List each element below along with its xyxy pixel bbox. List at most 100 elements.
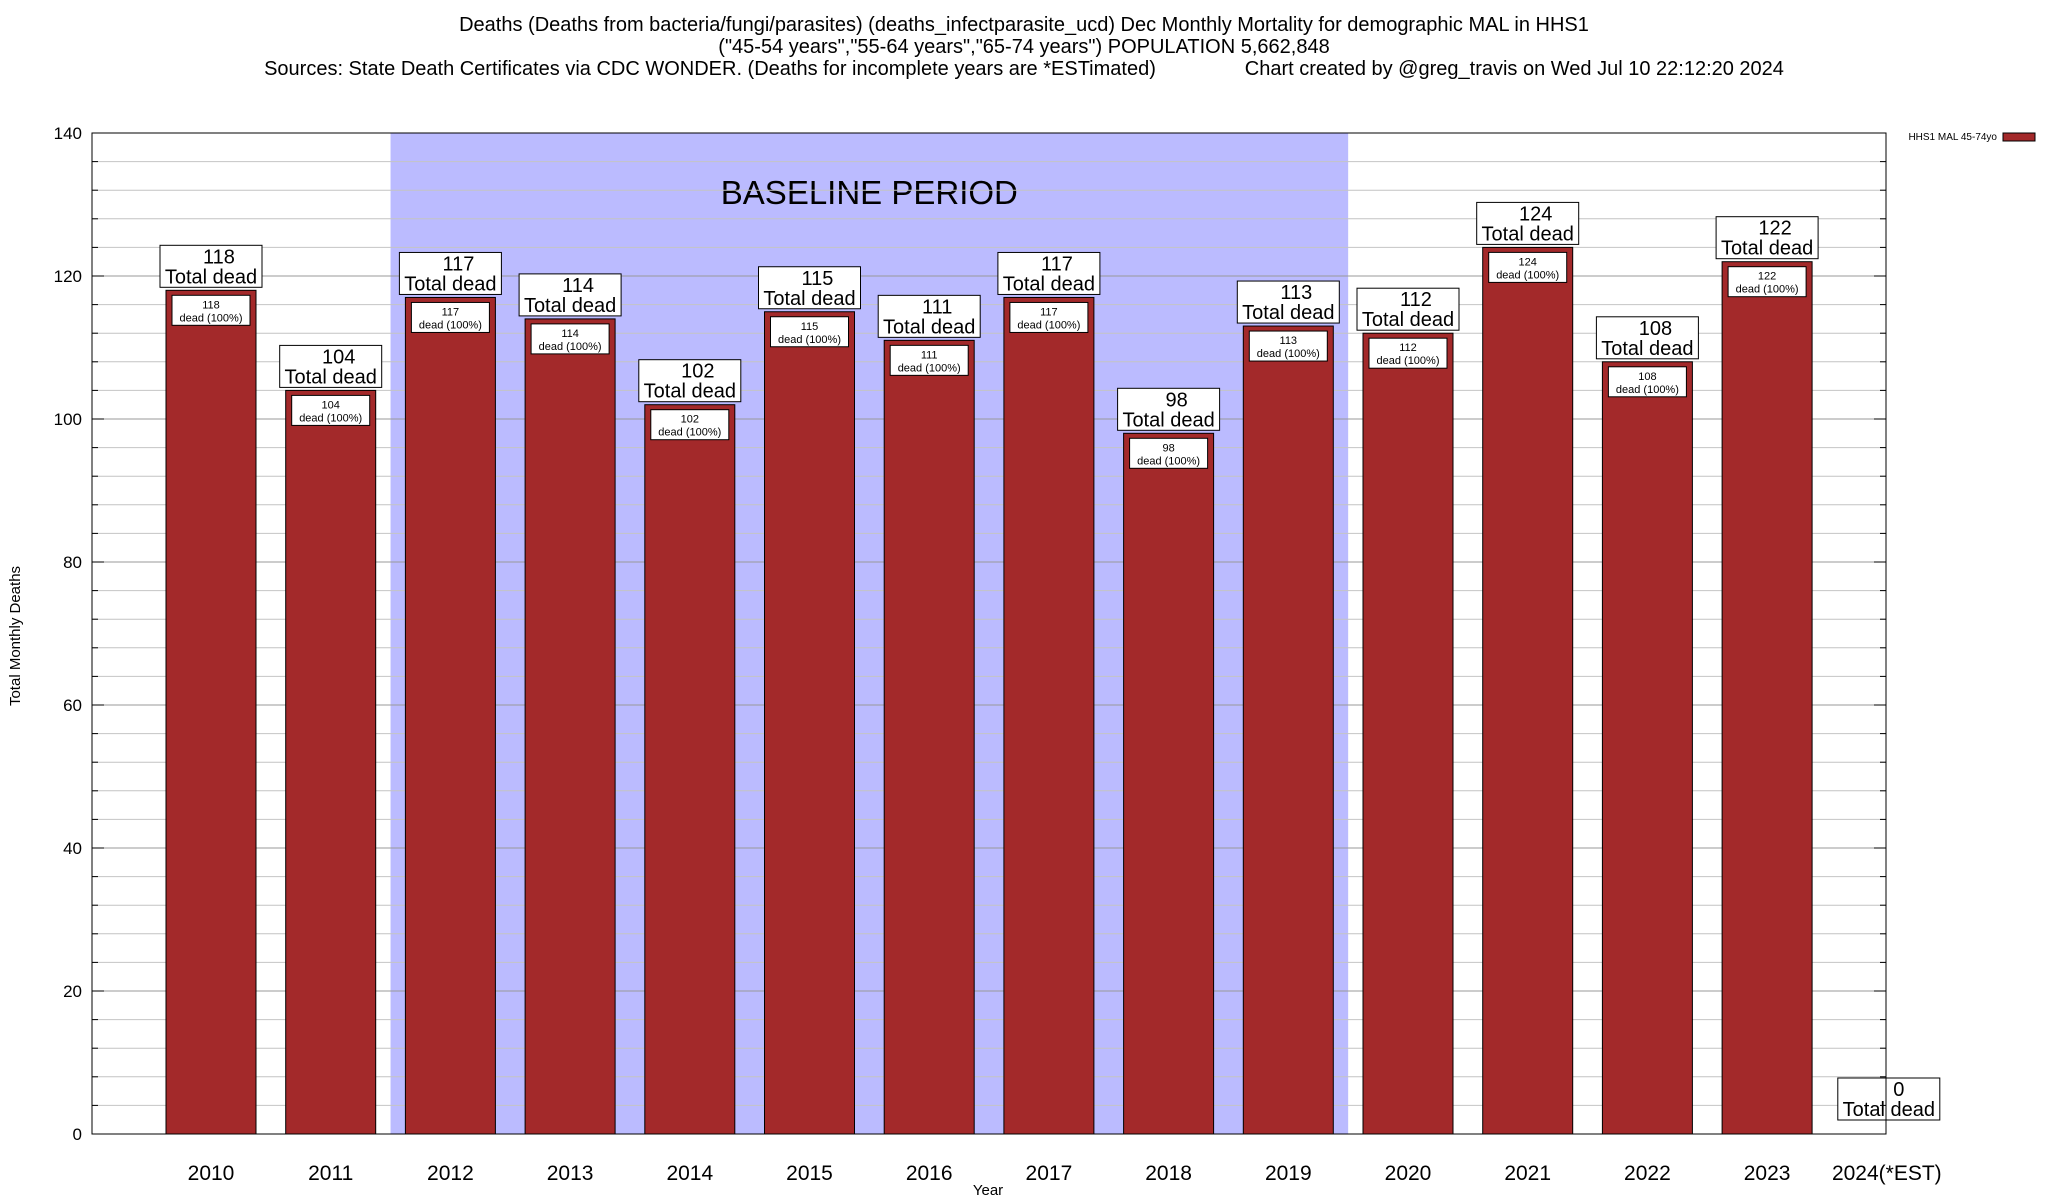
top-label-box xyxy=(518,273,622,317)
top-label-box xyxy=(398,251,502,295)
top-label-text: Total dead xyxy=(1003,273,1095,295)
inner-label-box xyxy=(171,294,251,326)
y-tick-label: 0 xyxy=(73,1125,82,1144)
inner-label-box xyxy=(650,409,730,441)
top-label-value: 112 xyxy=(1400,289,1432,311)
x-tick-label: 2013 xyxy=(547,1162,594,1185)
grid-layer xyxy=(92,161,1886,1106)
inner-label-box xyxy=(1607,366,1687,398)
bar xyxy=(1721,261,1813,1135)
inner-label-box xyxy=(291,394,371,426)
inner-label-box xyxy=(1727,266,1807,298)
x-tick-label: 2019 xyxy=(1265,1162,1312,1185)
bar xyxy=(883,339,975,1135)
x-tick-label: 2014 xyxy=(666,1162,713,1185)
inner-label-text: dead (100%) xyxy=(1616,384,1679,396)
top-label-text: Total dead xyxy=(1482,223,1574,245)
bar xyxy=(165,289,257,1135)
axes-layer: 0 20 40 60 80 100 120 140 2010 2011 2012 2013 2014 20… xyxy=(54,124,1942,1185)
x-tick-label: 2023 xyxy=(1744,1162,1791,1185)
top-label-value: 117 xyxy=(442,253,474,275)
inner-label-value: 113 xyxy=(1280,335,1298,347)
bar xyxy=(1123,432,1215,1135)
top-label-value: 118 xyxy=(203,246,235,268)
x-tick-label: 2015 xyxy=(786,1162,833,1185)
top-label-box xyxy=(758,266,861,310)
top-label-box xyxy=(1715,216,1819,260)
chart-title-block: Deaths (Deaths from bacteria/fungi/paras… xyxy=(0,14,2048,80)
x-tick-label: 2010 xyxy=(188,1162,235,1185)
chart-title-line-3: Sources: State Death Certificates via CD… xyxy=(264,58,1784,80)
top-label-box xyxy=(997,251,1101,295)
top-label-text: Total dead xyxy=(1843,1099,1935,1121)
bar xyxy=(404,296,496,1135)
top-label-text: Total dead xyxy=(644,381,736,403)
top-label-box xyxy=(159,244,263,288)
top-label-text: Total dead xyxy=(285,366,377,388)
x-tick-label: 2011 xyxy=(308,1162,353,1185)
inner-label-text: dead (100%) xyxy=(898,362,961,374)
top-label-value: 102 xyxy=(681,361,714,383)
top-label-box xyxy=(1476,201,1580,245)
bar xyxy=(285,389,377,1135)
x-tick-label: 2021 xyxy=(1504,1162,1551,1185)
y-tick-label: 20 xyxy=(63,982,82,1001)
inner-label-text: dead (100%) xyxy=(419,319,482,331)
top-label-box xyxy=(279,344,383,388)
top-label-box xyxy=(877,294,981,338)
x-axis-title: Year xyxy=(973,1182,1003,1199)
top-label-value: 0 xyxy=(1893,1079,1904,1101)
top-label-box xyxy=(1595,316,1699,360)
inner-label-value: 112 xyxy=(1399,342,1417,354)
x-tick-label: 2024(*EST) xyxy=(1832,1162,1942,1185)
inner-label-box xyxy=(410,301,490,333)
top-label-box xyxy=(1837,1077,1941,1121)
top-label-text: Total dead xyxy=(1721,238,1813,260)
bar xyxy=(764,311,855,1135)
inner-label-value: 118 xyxy=(202,299,220,311)
inner-label-text: dead (100%) xyxy=(658,427,721,439)
top-label-text: Total dead xyxy=(1601,338,1693,360)
inner-label-text: dead (100%) xyxy=(1736,284,1799,296)
chart-title-line-2: ("45-54 years","55-64 years","65-74 year… xyxy=(718,36,1330,58)
y-axis-title: Total Monthly Deaths xyxy=(7,566,24,706)
inner-label-value: 102 xyxy=(681,414,699,426)
inner-label-text: dead (100%) xyxy=(299,412,362,424)
x-tick-label: 2022 xyxy=(1624,1162,1671,1185)
top-label-value: 104 xyxy=(322,346,355,368)
inner-label-text: dead (100%) xyxy=(1377,355,1440,367)
top-label-value: 122 xyxy=(1758,218,1791,240)
plot-frame xyxy=(91,132,1887,1135)
legend-series-label: HHS1 MAL 45-74yo xyxy=(1908,132,1997,143)
top-label-value: 98 xyxy=(1165,389,1187,411)
inner-label-value: 124 xyxy=(1519,256,1537,268)
x-tick-label: 2018 xyxy=(1145,1162,1192,1185)
y-tick-label: 100 xyxy=(54,410,82,429)
bar xyxy=(524,318,616,1135)
top-label-value: 113 xyxy=(1280,282,1312,304)
inner-label-value: 115 xyxy=(801,321,819,333)
bar xyxy=(1601,361,1693,1135)
bars-layer xyxy=(165,246,1813,1135)
inner-label-text: dead (100%) xyxy=(1257,348,1320,360)
inner-label-box xyxy=(770,316,849,348)
inner-label-box xyxy=(1129,437,1209,469)
top-label-value: 115 xyxy=(802,268,834,290)
inner-label-value: 98 xyxy=(1162,442,1174,454)
top-label-text: Total dead xyxy=(404,273,496,295)
top-label-value: 124 xyxy=(1519,203,1552,225)
top-label-value: 111 xyxy=(922,296,952,318)
legend-series-swatch xyxy=(2002,132,2036,142)
bar xyxy=(1482,246,1574,1135)
x-tick-label: 2012 xyxy=(427,1162,474,1185)
inner-label-value: 104 xyxy=(322,399,340,411)
inner-label-text: dead (100%) xyxy=(1496,269,1559,281)
top-label-text: Total dead xyxy=(1122,409,1214,431)
inner-label-box xyxy=(1488,251,1568,283)
y-tick-label: 40 xyxy=(63,839,82,858)
inner-label-box xyxy=(1368,337,1448,369)
top-label-value: 114 xyxy=(562,275,594,297)
bar xyxy=(1003,296,1095,1135)
